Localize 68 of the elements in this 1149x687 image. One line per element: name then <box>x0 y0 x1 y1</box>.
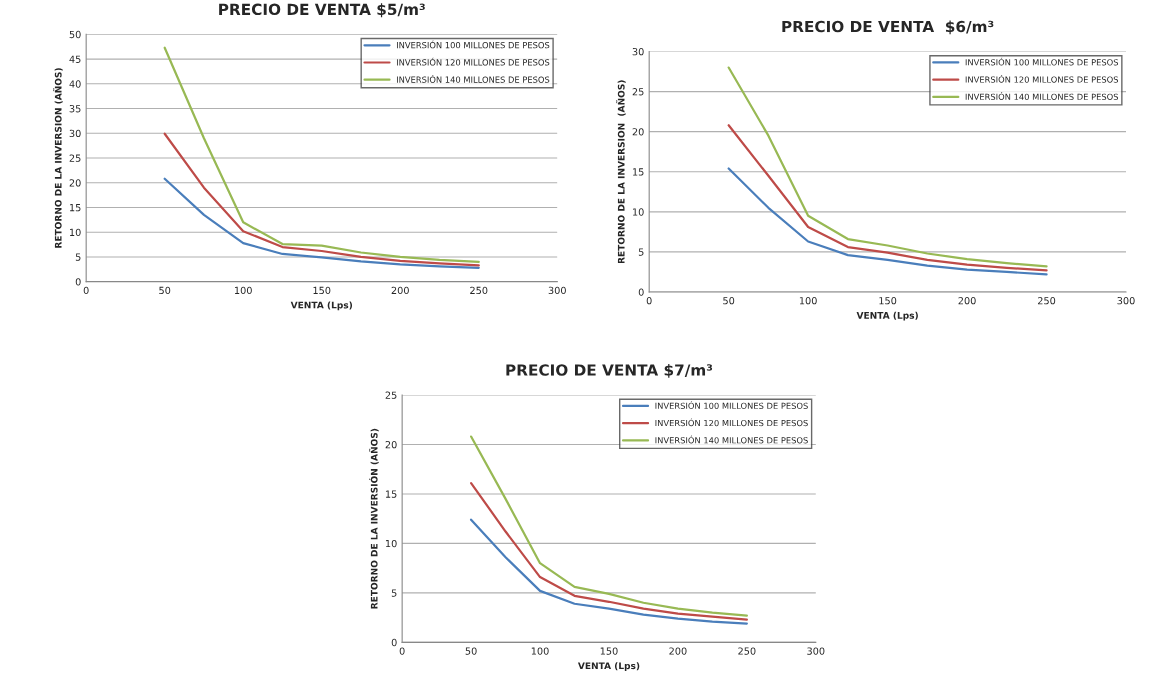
y-tick-label: 0 <box>391 638 397 647</box>
x-tick-label: 50 <box>159 286 171 295</box>
y-tick-label: 35 <box>69 105 81 113</box>
y-tick-label: 30 <box>632 48 644 56</box>
x-tick-label: 250 <box>470 286 488 295</box>
line-series <box>469 518 748 625</box>
y-tick-label: 5 <box>391 589 397 597</box>
legend-label: INVERSIÓN 100 MILLONES DE PESOS <box>655 401 808 409</box>
y-tick-label: 0 <box>75 278 81 286</box>
x-tick-label: 300 <box>1117 297 1135 305</box>
x-tick-label: 300 <box>548 286 566 295</box>
x-tick-label: 250 <box>738 647 756 655</box>
y-tick-label: 45 <box>69 55 81 63</box>
y-axis-title: RETORNO DE LA INVERSION (AÑOS) <box>53 68 63 248</box>
y-tick-label: 50 <box>69 30 81 39</box>
x-tick-label: 150 <box>600 647 618 655</box>
y-tick-label: 20 <box>632 128 644 136</box>
legend-label: INVERSIÓN 140 MILLONES DE PESOS <box>655 435 808 444</box>
legend-label: INVERSIÓN 120 MILLONES DE PESOS <box>396 57 550 66</box>
legend-label: INVERSIÓN 100 MILLONES DE PESOS <box>396 40 550 49</box>
y-tick-label: 5 <box>75 253 81 261</box>
chart-title: PRECIO DE VENTA $7/m³ <box>506 363 713 378</box>
line-series <box>727 167 1048 276</box>
line-series <box>469 481 748 621</box>
x-tick-label: 0 <box>83 286 89 295</box>
x-tick-label: 200 <box>958 297 976 305</box>
y-tick-label: 25 <box>69 154 81 162</box>
y-tick-label: 10 <box>633 208 644 216</box>
x-axis-title: VENTA (Lps) <box>577 662 640 671</box>
line-series <box>727 124 1048 272</box>
x-tick-label: 250 <box>1037 297 1056 305</box>
x-tick-label: 0 <box>646 297 652 305</box>
x-tick-label: 200 <box>669 647 687 655</box>
legend-label: INVERSIÓN 140 MILLONES DE PESOS <box>965 92 1119 100</box>
x-tick-label: 0 <box>399 647 405 655</box>
x-tick-label: 100 <box>234 286 252 295</box>
legend-label: INVERSIÓN 120 MILLONES DE PESOS <box>655 418 808 427</box>
x-axis-title: VENTA (Lps) <box>290 301 353 311</box>
x-axis-title: VENTA (Lps) <box>856 311 918 321</box>
y-tick-label: 20 <box>385 440 397 449</box>
y-tick-label: 15 <box>385 490 397 498</box>
y-tick-label: 10 <box>385 539 397 548</box>
chart-title: PRECIO DE VENTA $6/m³ <box>782 20 994 35</box>
y-axis-title: RETORNO DE LA INVERSIÓN (AÑOS) <box>369 428 379 609</box>
y-tick-label: 15 <box>70 204 81 212</box>
line-series <box>163 177 480 269</box>
y-tick-label: 15 <box>633 168 644 176</box>
y-tick-label: 25 <box>632 88 644 96</box>
y-tick-label: 30 <box>69 129 81 138</box>
x-tick-label: 150 <box>313 286 331 295</box>
chart-title: PRECIO DE VENTA $5/m³ <box>219 3 425 18</box>
legend-label: INVERSIÓN 100 MILLONES DE PESOS <box>965 57 1119 66</box>
x-tick-label: 100 <box>799 297 817 305</box>
x-tick-label: 50 <box>465 647 477 655</box>
y-tick-label: 20 <box>69 179 81 187</box>
legend-label: INVERSIÓN 120 MILLONES DE PESOS <box>965 74 1119 83</box>
x-tick-label: 300 <box>807 647 825 655</box>
line-series <box>163 132 480 267</box>
y-tick-label: 5 <box>638 248 644 256</box>
y-axis-title: RETORNO DE LA INVERSION (AÑOS) <box>616 80 626 264</box>
x-tick-label: 150 <box>879 297 897 305</box>
x-tick-label: 200 <box>391 286 409 295</box>
x-tick-label: 50 <box>723 297 735 305</box>
y-tick-label: 10 <box>70 228 81 237</box>
legend-label: INVERSIÓN 140 MILLONES DE PESOS <box>396 74 550 83</box>
y-tick-label: 40 <box>69 80 81 88</box>
x-tick-label: 100 <box>531 647 549 655</box>
y-tick-label: 25 <box>385 391 397 399</box>
